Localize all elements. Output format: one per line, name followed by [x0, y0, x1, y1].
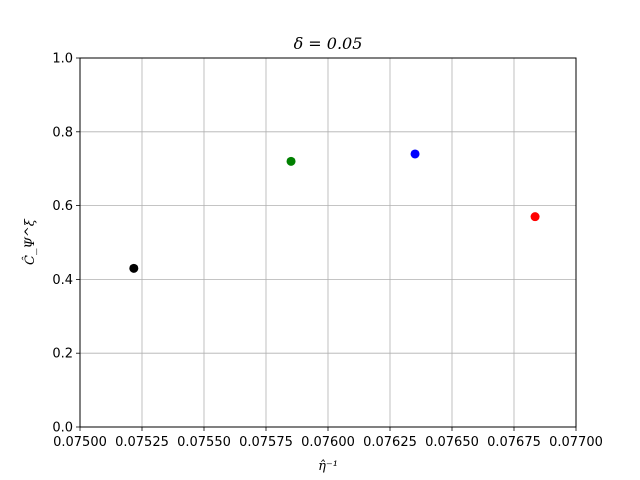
y-tick-label: 0.2	[52, 347, 73, 362]
x-tick-label: 0.07500	[53, 435, 107, 450]
x-tick-label: 0.07675	[487, 435, 541, 450]
y-tick-label: 0.6	[52, 199, 73, 214]
x-tick-label: 0.07550	[177, 435, 231, 450]
x-tick-label: 0.07600	[301, 435, 355, 450]
data-point	[286, 156, 296, 166]
ticks: 0.07500 0.07525 0.07550 0.07575 0.07600 0.076…	[52, 52, 603, 451]
y-axis-label: Ĉ_Ψ^ξ	[21, 218, 38, 265]
grid	[79, 57, 577, 428]
chart-title: δ = 0.05	[294, 34, 363, 53]
data-points	[129, 149, 540, 273]
y-tick-label: 0.8	[52, 125, 73, 140]
y-tick-label: 0.0	[52, 421, 73, 436]
y-tick-label: 0.4	[52, 273, 73, 288]
data-point	[129, 263, 139, 273]
x-tick-label: 0.07575	[239, 435, 293, 450]
x-axis-label: η̂⁻¹	[318, 459, 338, 474]
x-tick-label: 0.07525	[115, 435, 169, 450]
y-tick-label: 1.0	[52, 52, 73, 67]
x-tick-label: 0.07625	[363, 435, 417, 450]
data-point	[410, 149, 420, 159]
x-tick-label: 0.07700	[549, 435, 603, 450]
x-tick-label: 0.07650	[425, 435, 479, 450]
data-point	[530, 212, 540, 222]
